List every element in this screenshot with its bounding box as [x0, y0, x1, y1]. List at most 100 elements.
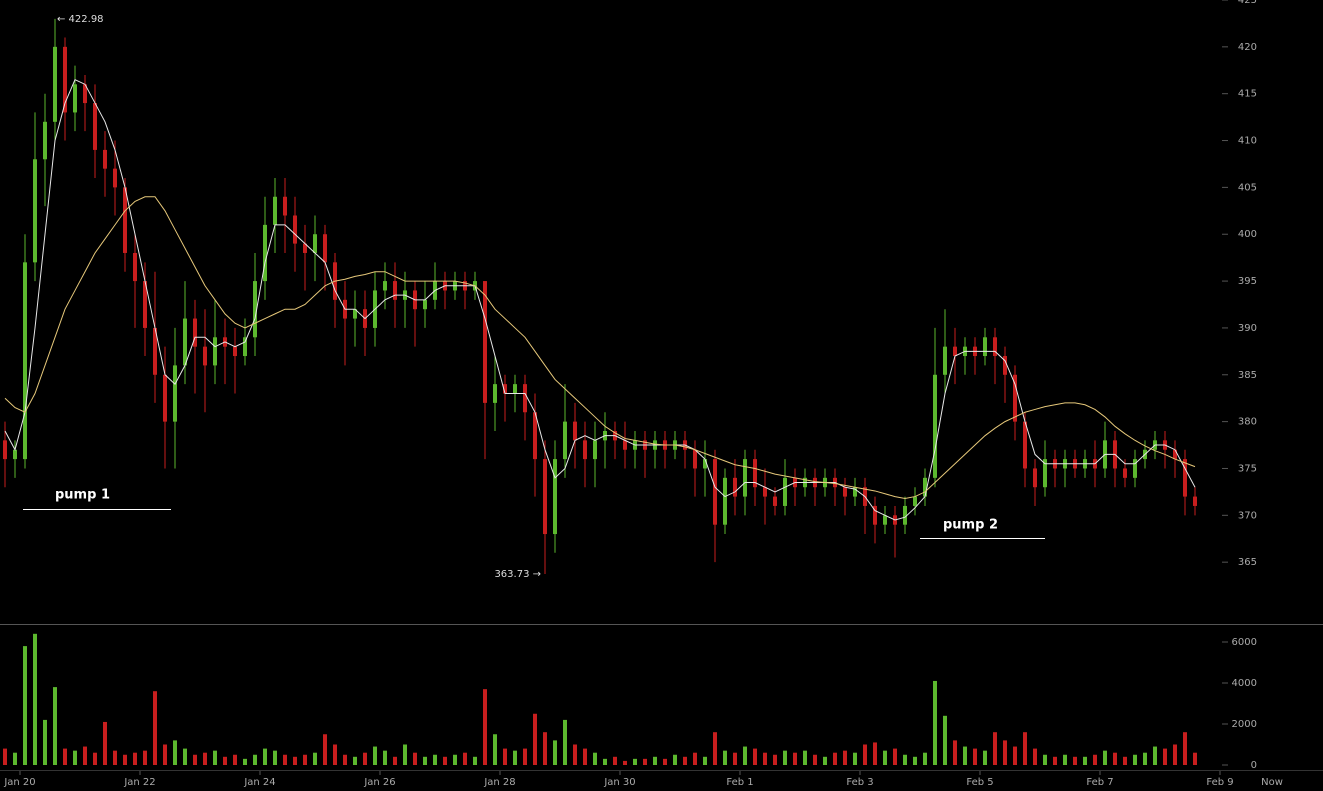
volume-bar	[653, 756, 657, 765]
volume-bar	[813, 754, 817, 765]
volume-bar	[83, 746, 87, 765]
candle-body	[163, 374, 167, 422]
x-tick-label: Feb 3	[846, 777, 873, 788]
volume-bar	[683, 756, 687, 765]
y-tick-label: 405	[1238, 182, 1257, 193]
x-tick-label: Feb 1	[726, 777, 753, 788]
candle-body	[1003, 356, 1007, 375]
candle-body	[693, 449, 697, 469]
y-tick-label: 395	[1238, 276, 1257, 287]
candle-body	[153, 327, 157, 375]
volume-bar	[193, 754, 197, 765]
x-tick-label: Feb 5	[966, 777, 993, 788]
candle-body	[303, 243, 307, 253]
volume-bar	[533, 713, 537, 765]
candle-body	[1023, 421, 1027, 469]
volume-bar	[13, 752, 17, 765]
y-tick-label: 390	[1238, 323, 1257, 334]
volume-bar	[903, 754, 907, 765]
volume-bar	[3, 748, 7, 765]
candle-body	[913, 496, 917, 506]
candle-body	[233, 346, 237, 357]
candle-body	[203, 346, 207, 366]
volume-bar	[1063, 754, 1067, 765]
candle-body	[883, 515, 887, 525]
volume-bar	[143, 750, 147, 765]
volume-bar	[453, 754, 457, 765]
candle-body	[953, 346, 957, 357]
volume-bar	[1033, 748, 1037, 765]
volume-bar	[1043, 754, 1047, 765]
volume-bar	[103, 721, 107, 765]
y-tick-label: 415	[1238, 89, 1257, 100]
volume-bar	[153, 691, 157, 765]
candle-body	[1173, 449, 1177, 460]
pump-label: pump 2	[943, 518, 998, 533]
volume-bar	[413, 752, 417, 765]
volume-bar	[53, 687, 57, 765]
candle-body	[323, 234, 327, 263]
volume-bar	[943, 715, 947, 765]
candle-body	[193, 318, 197, 347]
volume-bar	[123, 754, 127, 765]
volume-bar	[213, 750, 217, 765]
candle-body	[1013, 374, 1017, 422]
volume-bar	[873, 742, 877, 765]
volume-bar	[233, 754, 237, 765]
y-tick-label: 385	[1238, 370, 1257, 381]
candle-body	[243, 337, 247, 357]
volume-bar	[613, 756, 617, 765]
candle-body	[43, 121, 47, 160]
candle-body	[383, 281, 387, 291]
volume-bar	[1143, 752, 1147, 765]
volume-bar	[933, 680, 937, 765]
candle-body	[23, 262, 27, 460]
x-tick-label: Jan 30	[603, 777, 635, 788]
candle-body	[423, 299, 427, 310]
volume-bar	[73, 750, 77, 765]
y-tick-label: 0	[1251, 760, 1257, 771]
y-tick-label: 2000	[1232, 719, 1257, 730]
candle-body	[313, 234, 317, 253]
volume-bar	[853, 752, 857, 765]
candle-body	[263, 224, 267, 282]
candle-body	[283, 196, 287, 216]
candle-body	[563, 421, 567, 460]
volume-bar	[1093, 754, 1097, 765]
candle-body	[293, 215, 297, 244]
candle-body	[873, 505, 877, 525]
volume-bar	[603, 758, 607, 765]
candle-body	[943, 346, 947, 375]
pump-label: pump 1	[55, 488, 110, 503]
volume-bar	[793, 752, 797, 765]
volume-bar	[253, 754, 257, 765]
volume-bar	[633, 758, 637, 765]
volume-bar	[573, 744, 577, 765]
volume-bar	[303, 754, 307, 765]
volume-bar	[623, 760, 627, 765]
candle-body	[73, 84, 77, 113]
volume-bar	[723, 750, 727, 765]
volume-bar	[523, 748, 527, 765]
candle-body	[593, 440, 597, 460]
volume-bar	[773, 754, 777, 765]
candle-body	[1033, 468, 1037, 488]
x-tick-label: Jan 26	[363, 777, 395, 788]
volume-bar	[333, 744, 337, 765]
x-tick-label: Jan 22	[123, 777, 155, 788]
volume-bar	[863, 744, 867, 765]
y-tick-label: 4000	[1232, 678, 1257, 689]
volume-bar	[1193, 752, 1197, 765]
candle-body	[63, 46, 67, 113]
candle-body	[173, 365, 177, 422]
volume-bar	[203, 752, 207, 765]
candle-body	[483, 281, 487, 403]
volume-bar	[1013, 746, 1017, 765]
candle-body	[713, 459, 717, 525]
candle-body	[143, 281, 147, 328]
y-tick-label: 375	[1238, 463, 1257, 474]
volume-bar	[563, 719, 567, 765]
candle-body	[903, 505, 907, 525]
candle-body	[503, 384, 507, 394]
